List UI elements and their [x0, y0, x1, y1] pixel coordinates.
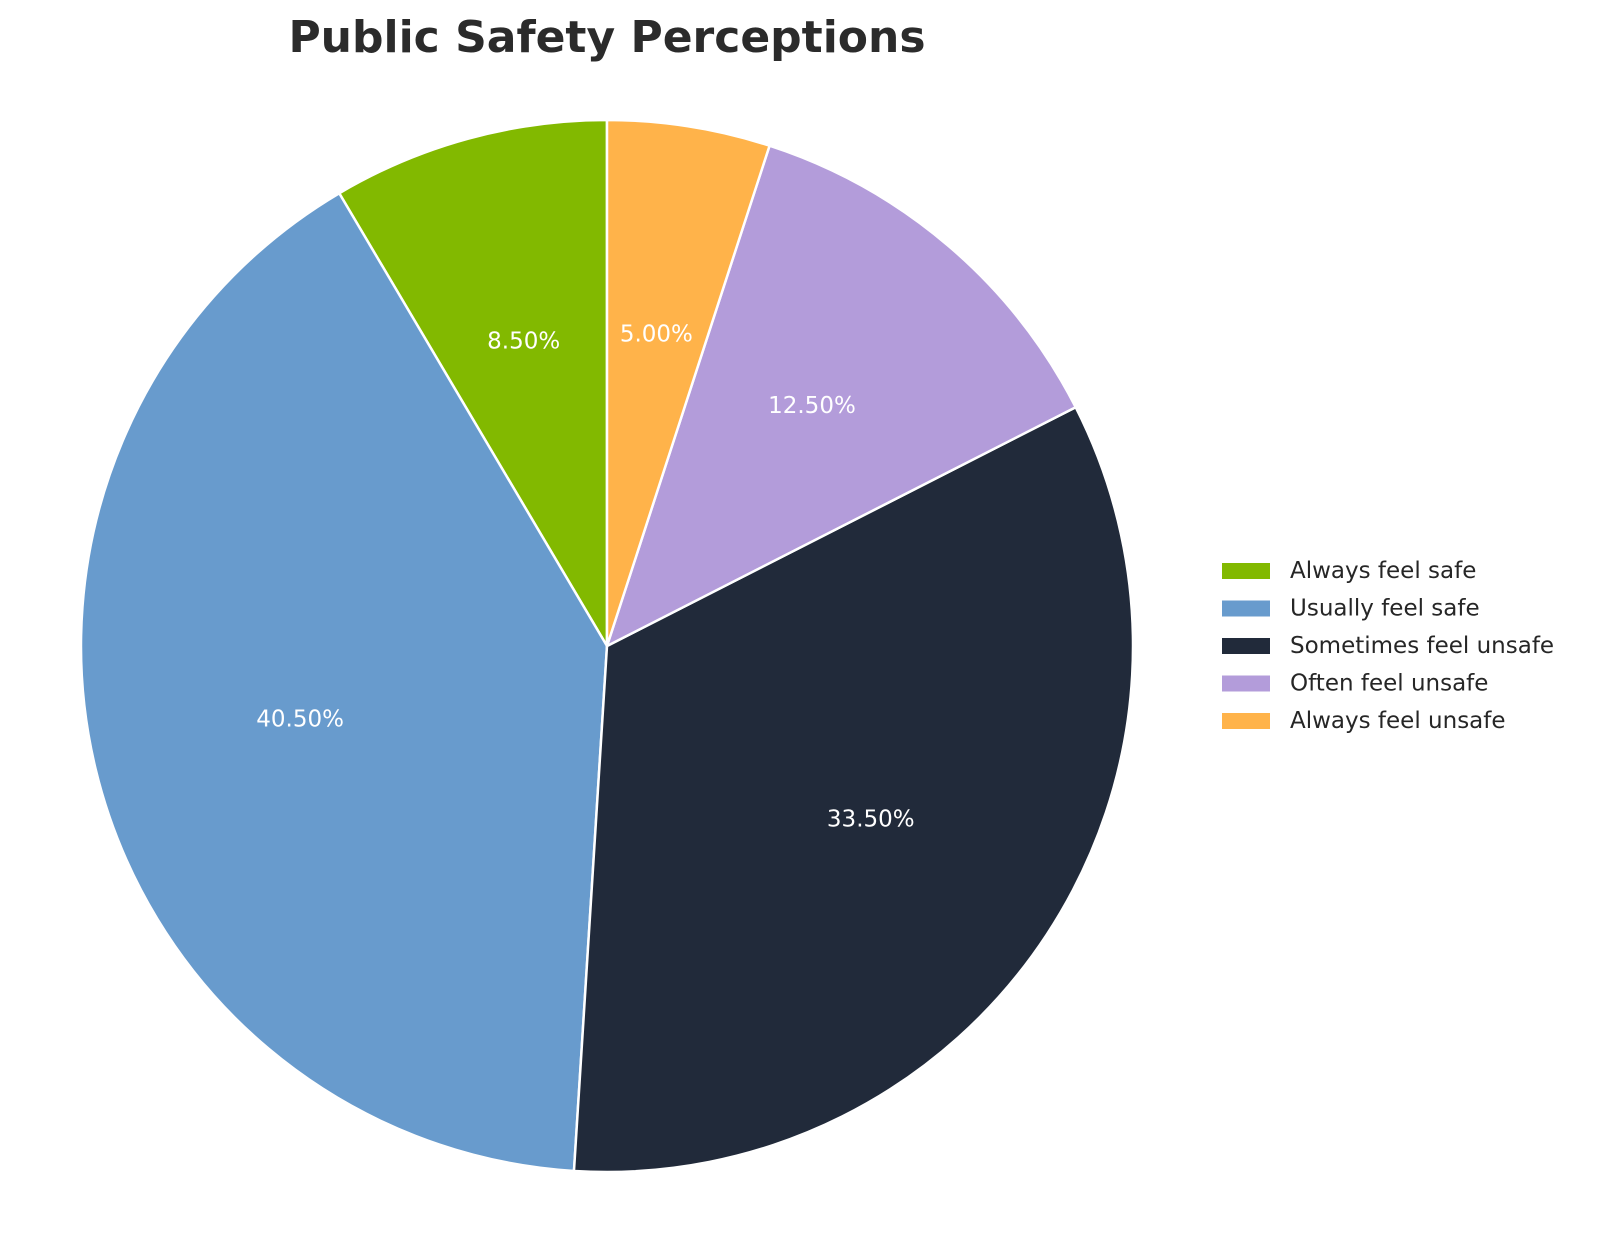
legend-label-always-feel-unsafe: Always feel unsafe — [1290, 708, 1506, 734]
pie-slice-usually-feel-safe — [79, 192, 609, 1173]
slice-label-often-feel-unsafe: 12.50% — [768, 393, 856, 419]
legend-label-often-feel-unsafe: Often feel unsafe — [1290, 671, 1488, 697]
legend-label-always-feel-safe: Always feel safe — [1290, 558, 1476, 584]
slice-label-usually-feel-safe: 40.50% — [256, 707, 344, 733]
pie-slice-sometimes-feel-unsafe — [572, 405, 1135, 1174]
slice-label-always-feel-unsafe: 5.00% — [620, 321, 693, 347]
legend: Always feel safe Usually feel safe Sometim… — [1222, 558, 1554, 734]
legend-swatch-often-feel-unsafe — [1222, 675, 1270, 692]
legend-swatch-usually-feel-safe — [1222, 600, 1270, 617]
legend-swatch-always-feel-safe — [1222, 563, 1270, 579]
legend-swatch-sometimes-feel-unsafe — [1222, 638, 1270, 654]
pie-slice-always-feel-safe — [337, 118, 609, 648]
legend-label-usually-feel-safe: Usually feel safe — [1290, 596, 1480, 622]
slice-label-sometimes-feel-unsafe: 33.50% — [827, 806, 915, 832]
pie-slice-often-feel-unsafe — [605, 144, 1077, 648]
slice-labels: 8.50% 40.50% 33.50% 12.50% 5.00% — [256, 321, 914, 832]
legend-label-sometimes-feel-unsafe: Sometimes feel unsafe — [1290, 633, 1554, 659]
legend-swatch-always-feel-unsafe — [1222, 713, 1270, 729]
pie-slices — [79, 118, 1135, 1174]
chart-title: Public Safety Perceptions — [288, 12, 925, 63]
slice-label-always-feel-safe: 8.50% — [487, 329, 560, 355]
pie-slice-always-feel-unsafe — [605, 118, 771, 648]
